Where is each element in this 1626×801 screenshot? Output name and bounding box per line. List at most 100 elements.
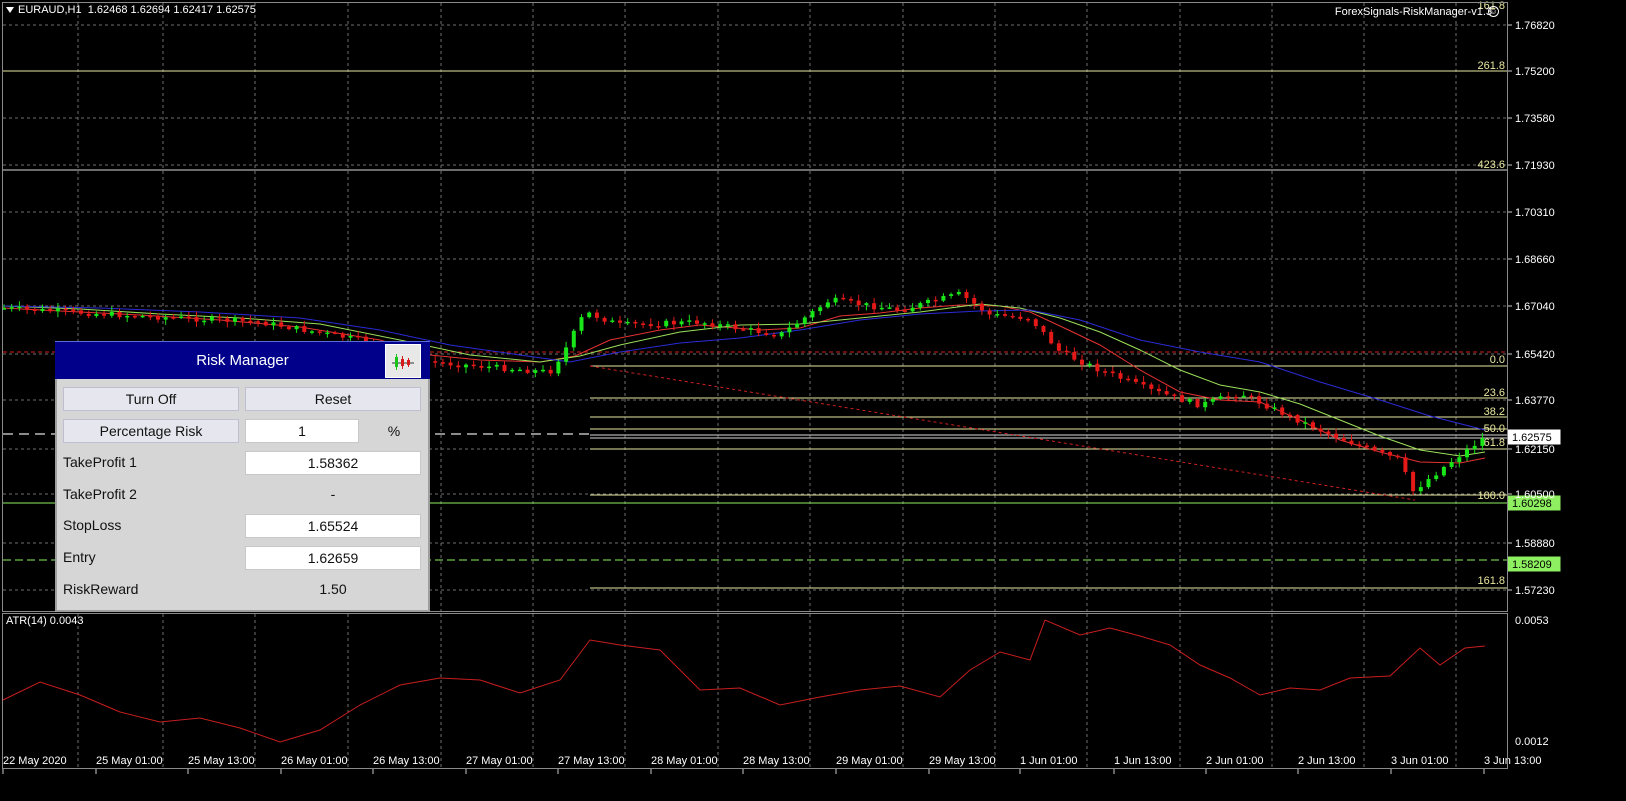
dropdown-icon[interactable] [6,7,14,14]
candle-body [656,326,661,328]
candle-body [1303,422,1308,424]
minimize-button[interactable] [385,344,421,378]
takeprofit-1-label: TakeProfit 1 [63,454,137,470]
candle-body [926,299,930,304]
candle-body [1003,314,1007,316]
candle-body [1441,466,1446,476]
candle-body [1418,487,1423,492]
candle-body [225,318,230,322]
candle-body [933,299,938,302]
candle-body [1149,384,1154,389]
candle-body [317,331,322,333]
stoploss-label: StopLoss [63,517,122,533]
candle-body [464,364,468,368]
candle-body [1095,363,1100,372]
candle-body [9,307,14,309]
chart-mini-icon [392,354,414,370]
candle-body [1187,399,1192,402]
candle-body [1334,433,1339,438]
takeprofit-1-field[interactable]: 1.58362 [245,451,421,475]
riskreward-value: 1.50 [319,581,347,597]
candle-body [363,336,368,344]
candle-body [86,313,91,317]
candle-body [1041,326,1046,333]
tp1-price-tag: 1.58209 [1512,559,1552,571]
smiley-icon[interactable]: ☺ [1488,6,1499,17]
candle-body [40,308,45,311]
fib-level-label: 0.0 [1490,354,1505,366]
atr-indicator-label: ATR(14) 0.0043 [6,615,84,627]
candle-body [856,300,861,306]
candle-body [1318,428,1323,432]
candle-body [764,333,769,335]
candle-body [695,320,699,324]
takeprofit-2-value: - [330,486,336,502]
candle-body [217,316,222,319]
candle-body [440,362,445,364]
price-tick-label: 1.75200 [1515,66,1555,78]
candle-body [618,320,622,323]
candle-body [633,321,638,324]
candle-body [1349,440,1354,445]
candle-body [186,316,191,318]
ma-slow-line [2,305,1486,431]
percentage-risk-input[interactable]: 1 [245,419,359,443]
candle-body [625,321,630,324]
turn-off-button[interactable]: Turn Off [63,387,239,411]
atr-scale-bottom: 0.0012 [1515,736,1549,748]
candle-body [1480,438,1485,446]
candle-body [1087,363,1092,366]
candle-body [772,334,776,337]
candle-body [471,364,476,367]
time-tick-label: 2 Jun 13:00 [1298,755,1356,767]
time-tick-label: 28 May 01:00 [651,755,718,767]
price-tick-label: 1.71930 [1515,160,1555,172]
candle-body [648,324,653,327]
candle-body [1226,396,1231,398]
candle-body [433,361,438,363]
fib-level-label: 61.8 [1484,437,1505,449]
candle-body [1280,407,1285,415]
candle-body [1472,445,1477,450]
reset-button[interactable]: Reset [245,387,421,411]
candle-body [479,365,484,368]
candle-body [448,362,453,366]
candle-body [79,310,83,314]
risk-manager-title-bar[interactable]: Risk Manager [55,341,430,379]
candle-body [594,312,599,318]
candle-body [956,291,961,295]
ea-name: ForexSignals-RiskManager-v1.3 [1334,6,1492,18]
candle-body [1411,471,1416,492]
candle-body [132,315,137,318]
percentage-risk-button[interactable]: Percentage Risk [63,419,239,443]
candle-body [1026,318,1031,321]
symbol-header[interactable]: EURAUD,H1 1.62468 1.62694 1.62417 1.6257… [6,4,256,16]
candle-body [1380,449,1385,453]
candle-body [325,332,330,335]
candle-body [1133,378,1138,382]
time-tick-label: 1 Jun 13:00 [1114,755,1172,767]
candle-body [194,317,199,322]
symbol-label: EURAUD,H1 [18,4,82,16]
atr-line [2,619,1486,743]
candle-body [802,317,807,324]
fib-level-label: 23.6 [1484,387,1505,399]
atr-panel-frame [2,613,1508,769]
candle-body [48,308,53,312]
candle-body [1118,373,1123,379]
candle-body [810,311,815,318]
candle-body [1395,455,1400,458]
entry-field[interactable]: 1.62659 [245,546,421,570]
green-level-tag-bg [1507,495,1561,511]
candle-body [849,298,853,301]
risk-manager-panel[interactable]: Risk Manager Turn Off Reset Percentage R… [55,341,430,612]
candle-body [1272,407,1277,409]
candle-body [979,303,984,311]
candle-body [918,303,923,308]
candle-body [233,317,237,322]
candle-body [1157,388,1161,392]
candle-body [1311,422,1315,429]
candle-body [202,320,207,323]
stoploss-field[interactable]: 1.65524 [245,514,421,538]
candle-body [286,326,291,330]
